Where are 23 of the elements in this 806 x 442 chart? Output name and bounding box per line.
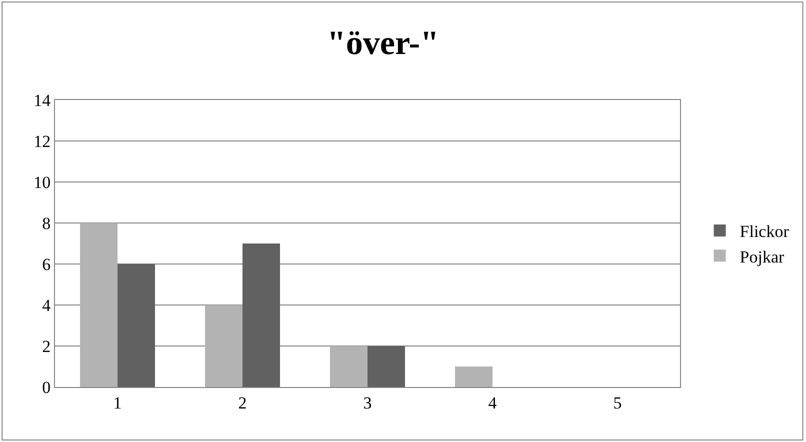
x-tick-label: 3: [363, 393, 372, 412]
legend-label: Flickor: [740, 222, 790, 242]
x-tick-label: 4: [488, 393, 498, 412]
chart-title: "över-": [327, 24, 439, 62]
x-tick-label: 1: [113, 393, 122, 412]
bar: [330, 346, 368, 387]
y-tick-label: 8: [42, 214, 51, 233]
y-tick-label: 14: [34, 90, 52, 110]
bar: [118, 264, 155, 387]
y-tick-label: 6: [42, 254, 51, 274]
bar: [80, 223, 118, 387]
y-tick-label: 2: [42, 336, 51, 356]
bar: [368, 346, 405, 387]
bar: [205, 305, 242, 387]
y-tick-label: 0: [42, 378, 51, 397]
y-tick-label: 12: [34, 132, 51, 151]
y-tick-label: 4: [42, 296, 52, 315]
legend-label: Pojkar: [740, 247, 785, 266]
bar: [242, 244, 280, 387]
x-tick-label: 5: [613, 393, 622, 412]
bar: [455, 366, 492, 387]
y-tick-label: 10: [34, 172, 51, 192]
x-tick-label: 2: [238, 393, 247, 412]
